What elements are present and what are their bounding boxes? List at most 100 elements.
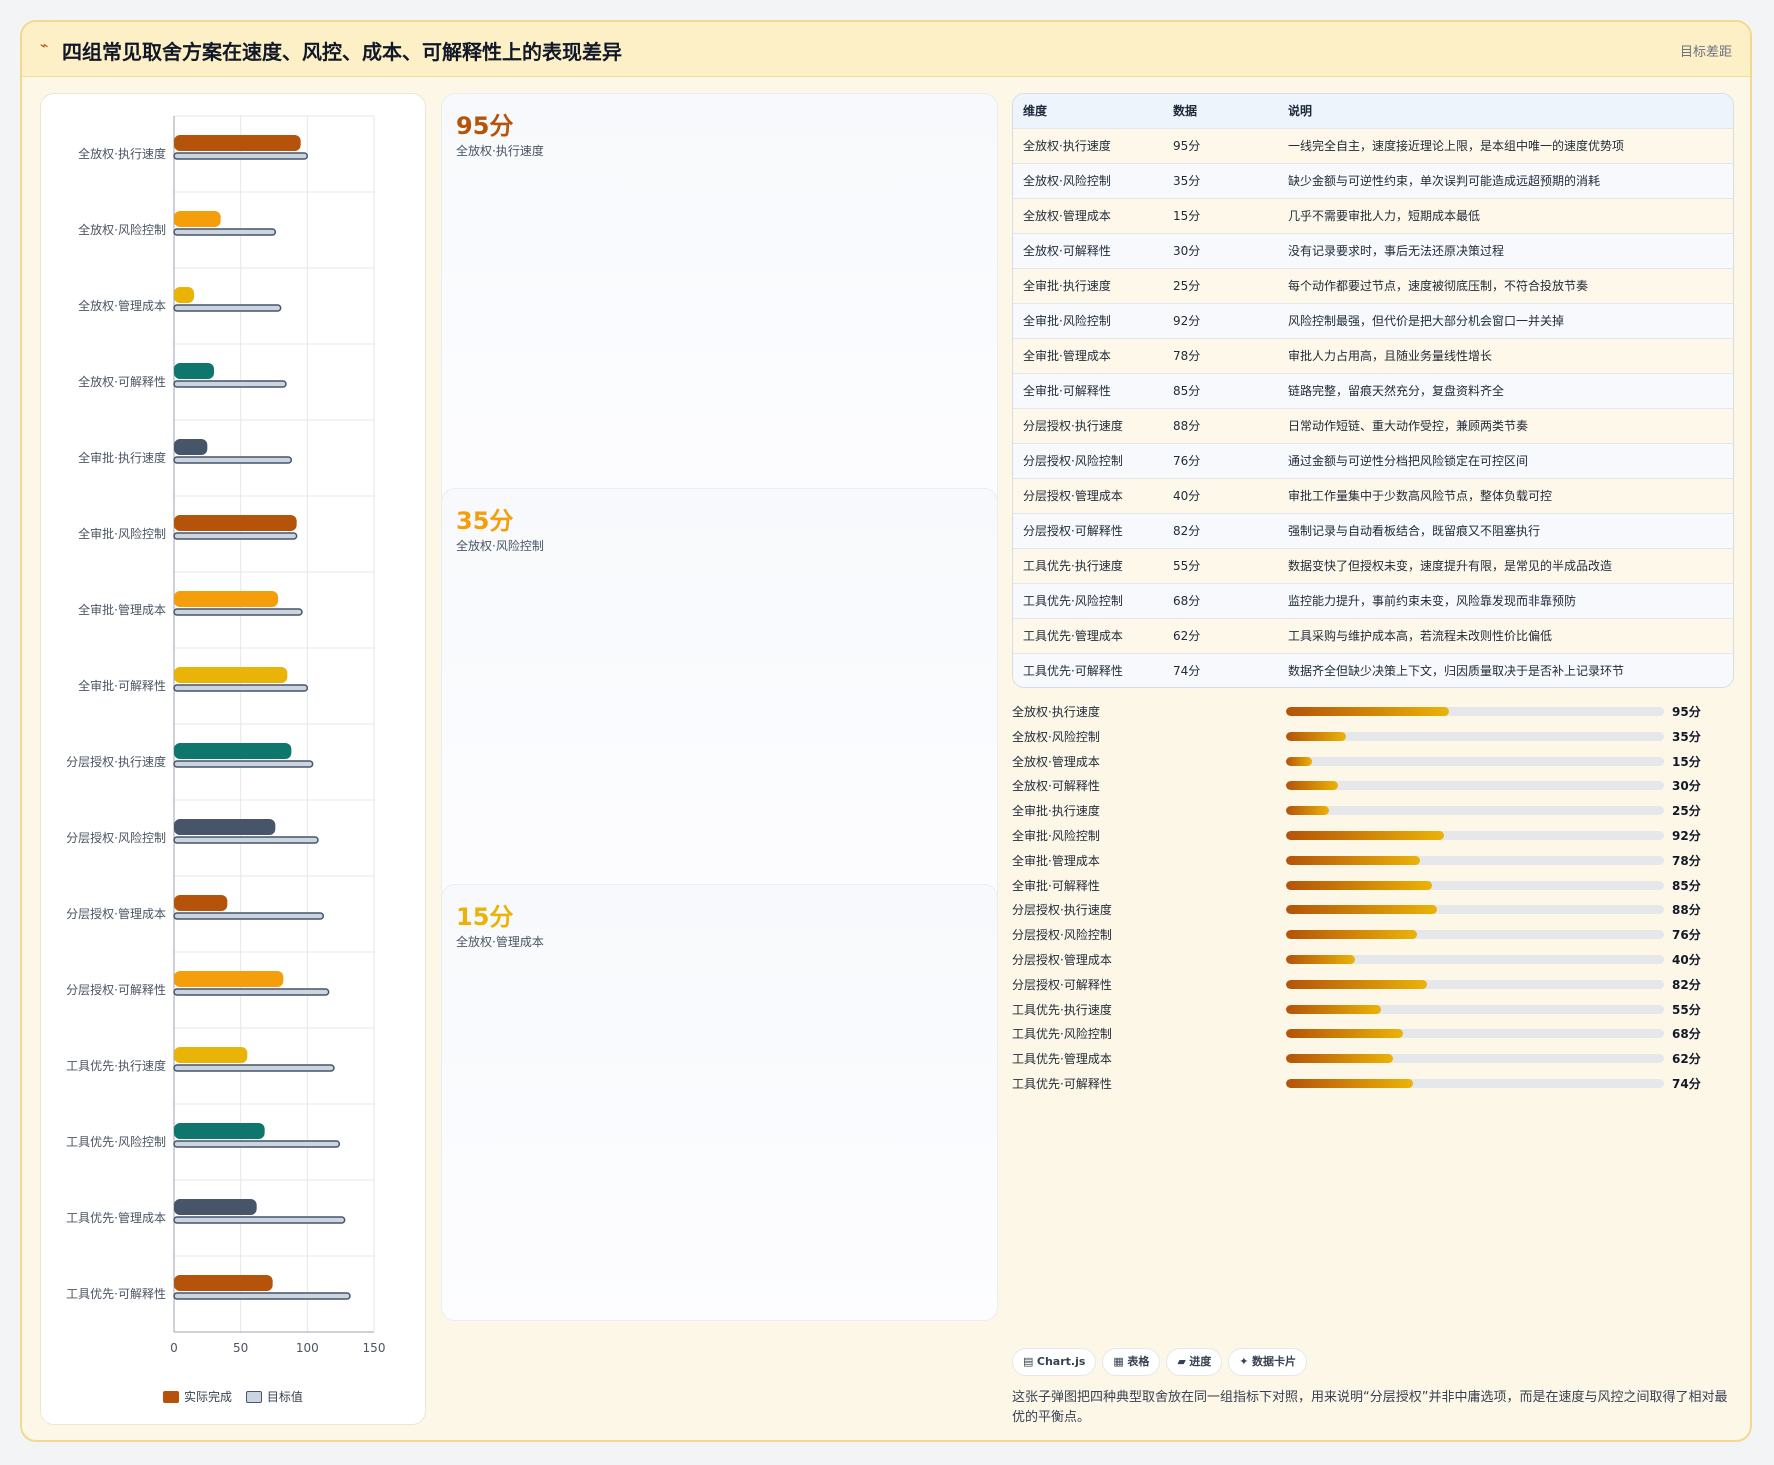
chip[interactable]: ▰ 进度 bbox=[1166, 1348, 1223, 1376]
progress-row: 全审批·管理成本 78分 bbox=[1012, 847, 1732, 872]
bar-target bbox=[173, 836, 319, 844]
progress-label: 全放权·管理成本 bbox=[1012, 754, 1100, 769]
progress-value: 88分 bbox=[1672, 903, 1701, 918]
x-tick-label: 0 bbox=[170, 1341, 178, 1355]
legend-item-actual[interactable]: 实际完成 bbox=[163, 1388, 232, 1405]
cell-value: 25分 bbox=[1163, 267, 1278, 303]
column-header-description: 说明 bbox=[1278, 94, 1733, 128]
tech-chips: ▤ Chart.js ▦ 表格 ▰ 进度 ✦ 数据卡片 bbox=[1012, 1348, 1313, 1376]
chip-label: 数据卡片 bbox=[1252, 1355, 1297, 1368]
stat-label: 全放权·风险控制 bbox=[456, 539, 544, 553]
table-row: 全审批·执行速度 25分 每个动作都要过节点，速度被彻底压制，不符合投放节奏 bbox=[1013, 267, 1733, 303]
cell-description: 日常动作短链、重大动作受控，兼顾两类节奏 bbox=[1278, 407, 1733, 443]
cell-value: 85分 bbox=[1163, 372, 1278, 408]
progress-track bbox=[1286, 930, 1664, 940]
cell-dimension: 分层授权·风险控制 bbox=[1013, 442, 1163, 478]
bar-target bbox=[173, 532, 298, 540]
cell-description: 强制记录与自动看板结合，既留痕又不阻塞执行 bbox=[1278, 512, 1733, 548]
stat-card: 15分全放权·管理成本 bbox=[441, 884, 998, 1321]
cell-dimension: 工具优先·管理成本 bbox=[1013, 617, 1163, 653]
progress-row: 工具优先·风险控制 68分 bbox=[1012, 1020, 1732, 1045]
progress-fill bbox=[1286, 1004, 1381, 1014]
cell-dimension: 全审批·执行速度 bbox=[1013, 267, 1163, 303]
stat-value: 15分 bbox=[456, 903, 514, 931]
bar-target bbox=[173, 152, 309, 160]
progress-track bbox=[1286, 707, 1664, 716]
bar-target bbox=[173, 1216, 346, 1224]
progress-fill bbox=[1286, 781, 1338, 791]
bar-actual bbox=[174, 819, 276, 835]
cell-value: 76分 bbox=[1163, 442, 1278, 478]
progress-track bbox=[1286, 979, 1664, 989]
progress-label: 全放权·可解释性 bbox=[1012, 779, 1100, 794]
progress-label: 分层授权·风险控制 bbox=[1012, 928, 1112, 943]
progress-fill bbox=[1286, 954, 1355, 964]
progress-label: 工具优先·执行速度 bbox=[1012, 1002, 1112, 1017]
cell-description: 通过金额与可逆性分档把风险锁定在可控区间 bbox=[1278, 442, 1733, 478]
table-row: 全审批·风险控制 92分 风险控制最强，但代价是把大部分机会窗口一并关掉 bbox=[1013, 302, 1733, 338]
bar-target bbox=[173, 1064, 335, 1072]
progress-track bbox=[1286, 731, 1664, 741]
progress-track bbox=[1286, 954, 1664, 964]
y-tick-label: 工具优先·风险控制 bbox=[66, 1134, 166, 1149]
chip[interactable]: ✦ 数据卡片 bbox=[1228, 1348, 1308, 1376]
y-tick-label: 工具优先·执行速度 bbox=[66, 1058, 166, 1073]
stat-label: 全放权·管理成本 bbox=[456, 935, 544, 949]
bar-actual bbox=[174, 135, 301, 151]
cell-dimension: 分层授权·管理成本 bbox=[1013, 477, 1163, 513]
progress-fill bbox=[1286, 731, 1347, 741]
cell-dimension: 全放权·风险控制 bbox=[1013, 162, 1163, 198]
bar-actual bbox=[174, 287, 194, 303]
y-tick-label: 分层授权·风险控制 bbox=[66, 830, 166, 845]
progress-label: 全审批·管理成本 bbox=[1012, 853, 1100, 868]
cell-dimension: 全放权·管理成本 bbox=[1013, 197, 1163, 233]
data-table: 维度 数据 说明 全放权·执行速度 95分 一线完全自主，速度接近理论上限，是本组中… bbox=[1013, 94, 1733, 687]
header: ⌁ 四组常见取舍方案在速度、风控、成本、可解释性上的表现差异 目标差距 bbox=[22, 22, 1750, 77]
progress-track bbox=[1286, 1054, 1664, 1064]
y-tick-label: 全审批·执行速度 bbox=[78, 450, 166, 465]
table-row: 全放权·执行速度 95分 一线完全自主，速度接近理论上限，是本组中唯一的速度优势项 bbox=[1013, 127, 1733, 163]
cell-description: 风险控制最强，但代价是把大部分机会窗口一并关掉 bbox=[1278, 302, 1733, 338]
bar-actual bbox=[174, 1047, 248, 1063]
progress-label: 全放权·执行速度 bbox=[1012, 705, 1100, 719]
bar-actual bbox=[174, 439, 208, 455]
legend-item-target[interactable]: 目标值 bbox=[245, 1388, 303, 1405]
bar-target bbox=[173, 304, 282, 312]
cell-value: 78分 bbox=[1163, 337, 1278, 373]
cell-dimension: 全放权·执行速度 bbox=[1013, 127, 1163, 163]
progress-track bbox=[1286, 830, 1664, 840]
x-tick-label: 50 bbox=[233, 1341, 248, 1355]
bar-target bbox=[173, 1140, 341, 1148]
bar-actual bbox=[174, 971, 284, 987]
stat-card: 95分 全放权·执行速度 bbox=[441, 93, 998, 530]
bar-target bbox=[173, 608, 303, 616]
y-tick-label: 全放权·执行速度 bbox=[78, 146, 166, 161]
progress-label: 工具优先·风险控制 bbox=[1012, 1027, 1112, 1042]
cell-value: 55分 bbox=[1163, 547, 1278, 583]
progress-fill bbox=[1286, 830, 1445, 840]
progress-value: 82分 bbox=[1672, 977, 1701, 992]
progress-track bbox=[1286, 1004, 1664, 1014]
cell-dimension: 全放权·可解释性 bbox=[1013, 232, 1163, 268]
chip[interactable]: ▤ Chart.js bbox=[1012, 1348, 1097, 1376]
table-row: 分层授权·可解释性 82分 强制记录与自动看板结合，既留痕又不阻塞执行 bbox=[1013, 512, 1733, 548]
chip-label: Chart.js bbox=[1036, 1355, 1086, 1368]
chip[interactable]: ▦ 表格 bbox=[1102, 1348, 1161, 1376]
progress-row: 全放权·可解释性 30分 bbox=[1012, 772, 1732, 797]
progress-label: 全放权·风险控制 bbox=[1012, 729, 1100, 744]
progress-fill bbox=[1286, 930, 1417, 940]
bar-target bbox=[173, 1292, 351, 1300]
cell-value: 40分 bbox=[1163, 477, 1278, 513]
chip-icon: ▰ bbox=[1177, 1355, 1186, 1368]
cell-description: 没有记录要求时，事后无法还原决策过程 bbox=[1278, 232, 1733, 268]
progress-track bbox=[1286, 880, 1664, 890]
chip-icon: ✦ bbox=[1239, 1355, 1249, 1368]
chart-line-icon: ⌁ bbox=[40, 38, 49, 54]
bar-actual bbox=[174, 895, 228, 911]
cell-value: 92分 bbox=[1163, 302, 1278, 338]
table-row: 分层授权·管理成本 40分 审批工作量集中于少数高风险节点，整体负载可控 bbox=[1013, 477, 1733, 513]
cell-dimension: 分层授权·可解释性 bbox=[1013, 512, 1163, 548]
cell-dimension: 全审批·可解释性 bbox=[1013, 372, 1163, 408]
stat-value: 95分 bbox=[456, 112, 514, 140]
progress-track bbox=[1286, 781, 1664, 791]
